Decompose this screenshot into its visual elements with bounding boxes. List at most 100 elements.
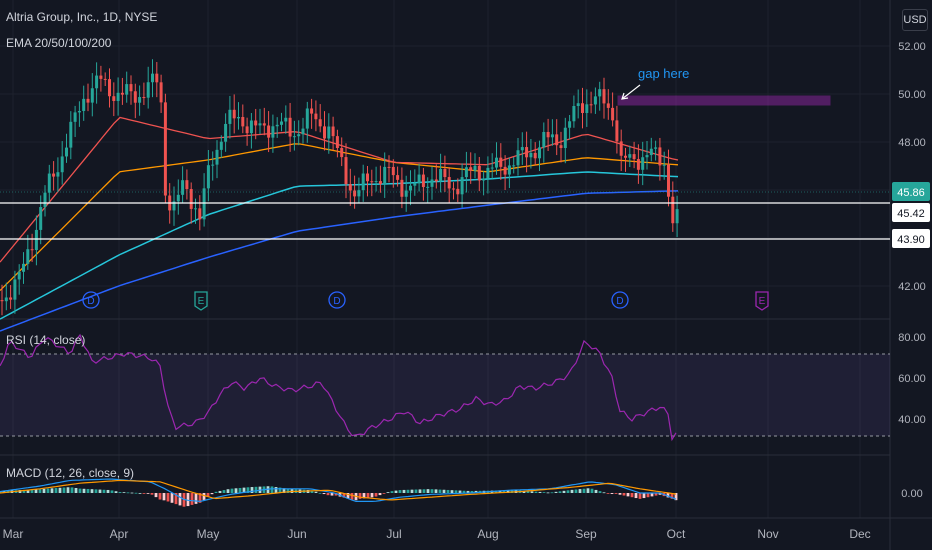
candle-body — [357, 190, 361, 197]
gap-zone[interactable] — [617, 95, 831, 106]
macd-hist-bar — [242, 487, 246, 493]
macd-hist-bar — [394, 490, 398, 493]
candle-body — [662, 164, 666, 166]
macd-hist-bar — [570, 489, 574, 493]
candle-body — [73, 112, 77, 122]
candle-body — [310, 108, 314, 114]
macd-hist-bar — [598, 491, 602, 493]
macd-hist-bar — [122, 492, 126, 494]
macd-hist-bar — [222, 490, 226, 493]
price-tick-label: 52.00 — [898, 41, 926, 53]
macd-hist-bar — [114, 491, 118, 493]
macd-hist-bar — [250, 487, 254, 493]
macd-hist-bar — [574, 489, 578, 493]
macd-hist-bar — [62, 487, 66, 493]
earnings-marker[interactable] — [194, 291, 208, 311]
rsi-band — [0, 354, 890, 436]
macd-legend[interactable]: MACD (12, 26, close, 9) — [6, 466, 135, 480]
ema-legend[interactable]: EMA 20/50/100/200 — [6, 36, 112, 50]
candle-body — [82, 98, 86, 111]
candle-body — [671, 196, 675, 224]
annotation-arrowhead — [621, 92, 629, 100]
candle-body — [495, 157, 498, 168]
candle-body — [305, 108, 309, 129]
candle-body — [512, 165, 516, 167]
candle-body — [374, 181, 378, 183]
candle-body — [271, 126, 275, 138]
rsi-tick-label: 80.00 — [898, 332, 926, 344]
candle-body — [353, 190, 357, 197]
macd-hist-bar — [386, 492, 390, 493]
candle-body — [318, 119, 322, 127]
candle-body — [447, 177, 451, 189]
macd-hist-bar — [450, 490, 454, 493]
event-marker-letter: E — [759, 296, 766, 307]
macd-hist-bar — [590, 488, 594, 493]
event-marker-letter: D — [87, 296, 94, 307]
dividend-marker[interactable] — [611, 291, 629, 309]
macd-hist-bar — [202, 493, 206, 500]
candle-body — [645, 155, 649, 158]
dividend-marker[interactable] — [328, 291, 346, 309]
macd-hist-bar — [282, 488, 286, 493]
macd-hist-bar — [246, 487, 250, 493]
candle-body — [95, 75, 99, 89]
candle-body — [181, 180, 185, 195]
macd-hist-bar — [446, 489, 450, 493]
macd-hist-bar — [322, 493, 326, 495]
macd-hist-bar — [286, 488, 290, 493]
macd-hist-bar — [606, 493, 610, 494]
event-marker-letter: D — [616, 296, 623, 307]
macd-hist-bar — [158, 493, 162, 500]
macd-tick-label: 0.00 — [901, 488, 922, 500]
candle-body — [529, 152, 533, 158]
macd-hist-bar — [634, 493, 638, 499]
macd-hist-bar — [454, 490, 458, 493]
candle-body — [43, 192, 47, 208]
macd-hist-bar — [86, 488, 90, 493]
macd-hist-bar — [174, 493, 178, 505]
macd-hist-bar — [674, 493, 678, 501]
candle-body — [13, 279, 17, 300]
candle-body — [473, 165, 477, 171]
candle-body — [409, 185, 412, 191]
candle-body — [189, 189, 193, 209]
price-tick-label: 42.00 — [898, 281, 926, 293]
event-marker-letter: D — [333, 296, 340, 307]
rsi-legend[interactable]: RSI (14, close) — [6, 333, 86, 347]
macd-hist-bar — [418, 489, 422, 493]
macd-hist-bar — [94, 489, 98, 493]
candle-body — [202, 188, 206, 220]
candle-body — [60, 156, 64, 173]
macd-hist-bar — [614, 493, 618, 494]
time-tick-label: Nov — [757, 527, 778, 541]
macd-hist-bar — [358, 493, 362, 499]
macd-hist-bar — [426, 489, 430, 493]
macd-hist-bar — [150, 493, 154, 495]
candle-body — [589, 104, 593, 106]
macd-hist-bar — [210, 493, 214, 495]
candle-body — [99, 75, 103, 79]
candle-body — [327, 126, 331, 139]
earnings-marker[interactable] — [755, 291, 769, 311]
macd-hist-bar — [402, 489, 406, 493]
candle-body — [108, 79, 111, 97]
price-tag — [892, 203, 930, 222]
macd-hist-bar — [462, 490, 466, 493]
candle-body — [22, 263, 25, 272]
time-axis-labels: Mar Apr May Jun Jul Aug Sep Oct Nov Dec — [3, 527, 871, 541]
candle-body — [439, 168, 443, 182]
macd-hist-bar — [602, 492, 606, 494]
macd-hist-bar — [198, 493, 202, 503]
dividend-marker[interactable] — [82, 291, 100, 309]
currency-button[interactable]: USD — [902, 9, 928, 31]
macd-hist-bar — [118, 492, 122, 493]
candlesticks — [0, 59, 679, 316]
annotation-gap-here[interactable]: gap here — [638, 66, 689, 81]
candle-body — [69, 121, 73, 148]
candle-body — [30, 249, 34, 251]
macd-histogram — [0, 486, 678, 507]
macd-hist-bar — [134, 492, 138, 494]
price-tag-label: 45.86 — [897, 187, 925, 199]
